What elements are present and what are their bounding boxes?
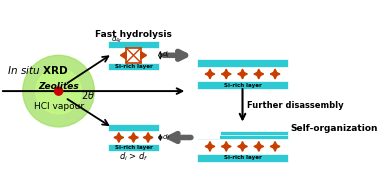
- Polygon shape: [254, 72, 259, 76]
- Polygon shape: [222, 72, 226, 76]
- Polygon shape: [243, 144, 247, 149]
- Polygon shape: [224, 146, 228, 151]
- Polygon shape: [208, 141, 212, 146]
- Polygon shape: [117, 137, 121, 142]
- Polygon shape: [148, 135, 153, 140]
- Polygon shape: [257, 74, 261, 79]
- Polygon shape: [131, 133, 136, 137]
- Text: Self-organization: Self-organization: [291, 124, 378, 133]
- Polygon shape: [114, 135, 119, 140]
- Polygon shape: [257, 141, 261, 146]
- Polygon shape: [240, 141, 245, 146]
- Polygon shape: [117, 133, 121, 137]
- Polygon shape: [146, 133, 150, 137]
- Polygon shape: [275, 144, 280, 149]
- FancyBboxPatch shape: [197, 59, 288, 67]
- Polygon shape: [205, 72, 210, 76]
- Polygon shape: [254, 144, 259, 149]
- Polygon shape: [257, 146, 261, 151]
- Polygon shape: [243, 72, 247, 76]
- Text: $\it{In\ situ}$ XRD: $\it{In\ situ}$ XRD: [6, 64, 68, 76]
- Polygon shape: [226, 72, 231, 76]
- Polygon shape: [270, 72, 275, 76]
- Polygon shape: [270, 144, 275, 149]
- Polygon shape: [133, 135, 138, 140]
- Polygon shape: [273, 69, 277, 74]
- Text: $d_i$ > $d_f$: $d_i$ > $d_f$: [119, 151, 148, 163]
- Text: Si-rich layer: Si-rich layer: [224, 83, 261, 88]
- Text: 2$\theta$: 2$\theta$: [81, 89, 95, 101]
- FancyBboxPatch shape: [197, 131, 220, 139]
- Polygon shape: [119, 135, 124, 140]
- Text: $d_f$: $d_f$: [162, 132, 171, 143]
- FancyBboxPatch shape: [197, 81, 288, 89]
- Polygon shape: [224, 141, 228, 146]
- Polygon shape: [222, 144, 226, 149]
- Polygon shape: [208, 69, 212, 74]
- Polygon shape: [259, 72, 264, 76]
- Polygon shape: [129, 135, 133, 140]
- Polygon shape: [210, 72, 215, 76]
- Polygon shape: [146, 137, 150, 142]
- Polygon shape: [273, 146, 277, 151]
- Text: Si-rich layer: Si-rich layer: [115, 145, 152, 150]
- Polygon shape: [141, 52, 147, 59]
- Polygon shape: [259, 144, 264, 149]
- Polygon shape: [121, 52, 126, 59]
- Text: Fast hydrolysis: Fast hydrolysis: [95, 30, 172, 39]
- Polygon shape: [240, 74, 245, 79]
- Polygon shape: [238, 72, 243, 76]
- FancyBboxPatch shape: [108, 41, 159, 48]
- Text: HCl vapour: HCl vapour: [34, 102, 84, 111]
- Polygon shape: [210, 144, 215, 149]
- Polygon shape: [257, 69, 261, 74]
- Polygon shape: [240, 69, 245, 74]
- Circle shape: [54, 87, 63, 95]
- Polygon shape: [238, 144, 243, 149]
- Text: Si-rich layer: Si-rich layer: [115, 64, 152, 69]
- FancyBboxPatch shape: [108, 63, 159, 70]
- FancyBboxPatch shape: [197, 131, 288, 139]
- Text: Zeolites: Zeolites: [38, 82, 79, 91]
- FancyBboxPatch shape: [108, 144, 159, 151]
- Circle shape: [23, 55, 94, 127]
- Text: Si-rich layer: Si-rich layer: [224, 155, 261, 160]
- Text: $d_{4r}$: $d_{4r}$: [112, 35, 123, 45]
- FancyBboxPatch shape: [197, 154, 288, 162]
- Polygon shape: [273, 141, 277, 146]
- Polygon shape: [208, 146, 212, 151]
- FancyBboxPatch shape: [197, 127, 222, 135]
- Polygon shape: [224, 74, 228, 79]
- Polygon shape: [226, 144, 231, 149]
- FancyBboxPatch shape: [197, 131, 288, 135]
- Circle shape: [36, 68, 81, 114]
- Polygon shape: [273, 74, 277, 79]
- Text: Further disassembly: Further disassembly: [247, 101, 344, 110]
- Polygon shape: [205, 144, 210, 149]
- FancyBboxPatch shape: [108, 124, 159, 131]
- Polygon shape: [131, 137, 136, 142]
- Text: $d_i$: $d_i$: [162, 50, 170, 60]
- Polygon shape: [224, 69, 228, 74]
- Polygon shape: [240, 146, 245, 151]
- Polygon shape: [275, 72, 280, 76]
- Polygon shape: [208, 74, 212, 79]
- Polygon shape: [143, 135, 148, 140]
